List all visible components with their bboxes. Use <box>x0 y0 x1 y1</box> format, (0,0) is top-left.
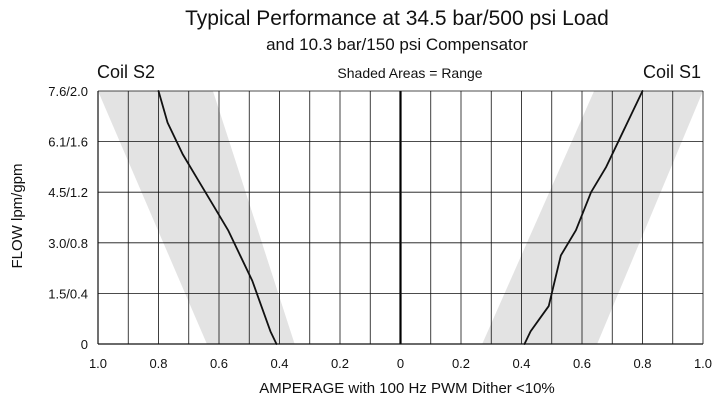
coil-s2-label: Coil S2 <box>97 62 155 82</box>
y-tick-label: 6.1/1.6 <box>48 135 88 150</box>
x-tick-label: 0.4 <box>512 356 530 371</box>
x-tick-label: 1.0 <box>694 356 712 371</box>
y-tick-label: 7.6/2.0 <box>48 84 88 99</box>
x-tick-label: 0.8 <box>149 356 167 371</box>
y-tick-label: 3.0/0.8 <box>48 236 88 251</box>
y-tick-label: 4.5/1.2 <box>48 185 88 200</box>
x-tick-label: 0.6 <box>210 356 228 371</box>
series-layer <box>157 90 644 345</box>
x-tick-label: 0.2 <box>331 356 349 371</box>
x-tick-label: 0.8 <box>633 356 651 371</box>
chart-title: Typical Performance at 34.5 bar/500 psi … <box>185 7 609 30</box>
grid-layer <box>97 90 704 345</box>
shaded-areas-annotation: Shaded Areas = Range <box>337 65 482 81</box>
coil-s1-shaded-range <box>482 91 703 344</box>
chart-subtitle: and 10.3 bar/150 psi Compensator <box>266 35 528 54</box>
coil-s1-line <box>523 90 644 345</box>
x-tick-label: 0 <box>397 356 404 371</box>
shaded-range-layer <box>98 91 703 344</box>
x-tick-label: 0.4 <box>270 356 288 371</box>
y-tick-label: 0 <box>81 337 88 352</box>
y-tick-label: 1.5/0.4 <box>48 286 88 301</box>
coil-s2-shaded-range <box>98 91 295 344</box>
x-tick-label: 0.2 <box>452 356 470 371</box>
x-tick-label: 0.6 <box>573 356 591 371</box>
tick-label-layer: 1.0 0.8 0.6 0.4 0.2 0 0.2 0.4 0.6 0.8 1.001.5/0.43… <box>48 84 712 371</box>
x-axis-label: AMPERAGE with 100 Hz PWM Dither <10% <box>259 380 555 397</box>
y-axis-label: FLOW lpm/gpm <box>9 163 26 268</box>
coil-s1-label: Coil S1 <box>643 62 701 82</box>
x-tick-label: 1.0 <box>89 356 107 371</box>
coil-s2-line <box>157 90 278 345</box>
